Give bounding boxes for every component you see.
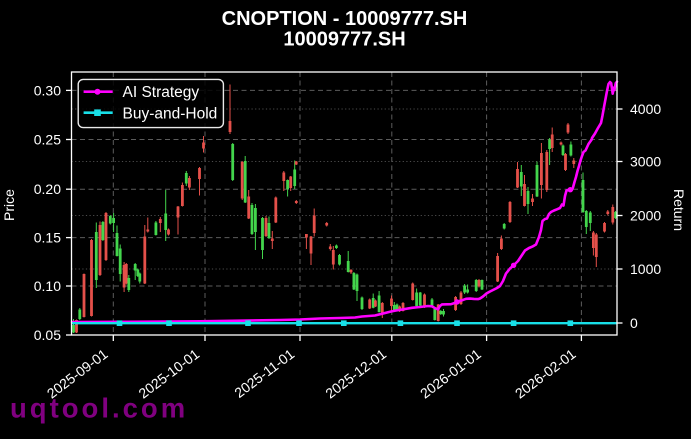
svg-text:4000: 4000 — [630, 101, 661, 117]
svg-text:0: 0 — [630, 315, 638, 331]
svg-text:uqtool.com: uqtool.com — [10, 393, 188, 424]
svg-text:10009777.SH: 10009777.SH — [283, 29, 405, 51]
svg-text:1000: 1000 — [630, 261, 661, 277]
svg-text:0.30: 0.30 — [34, 82, 61, 98]
svg-text:3000: 3000 — [630, 154, 661, 170]
svg-text:0.15: 0.15 — [34, 230, 61, 246]
svg-text:0.05: 0.05 — [34, 327, 61, 343]
svg-text:Buy-and-Hold: Buy-and-Hold — [123, 105, 218, 122]
svg-text:CNOPTION - 10009777.SH: CNOPTION - 10009777.SH — [222, 8, 468, 30]
svg-text:2000: 2000 — [630, 208, 661, 224]
svg-text:AI Strategy: AI Strategy — [123, 84, 200, 101]
svg-text:Return: Return — [671, 189, 687, 231]
svg-text:0.20: 0.20 — [34, 181, 61, 197]
svg-text:0.25: 0.25 — [34, 132, 61, 148]
svg-text:0.10: 0.10 — [34, 278, 61, 294]
svg-text:Price: Price — [1, 189, 17, 221]
